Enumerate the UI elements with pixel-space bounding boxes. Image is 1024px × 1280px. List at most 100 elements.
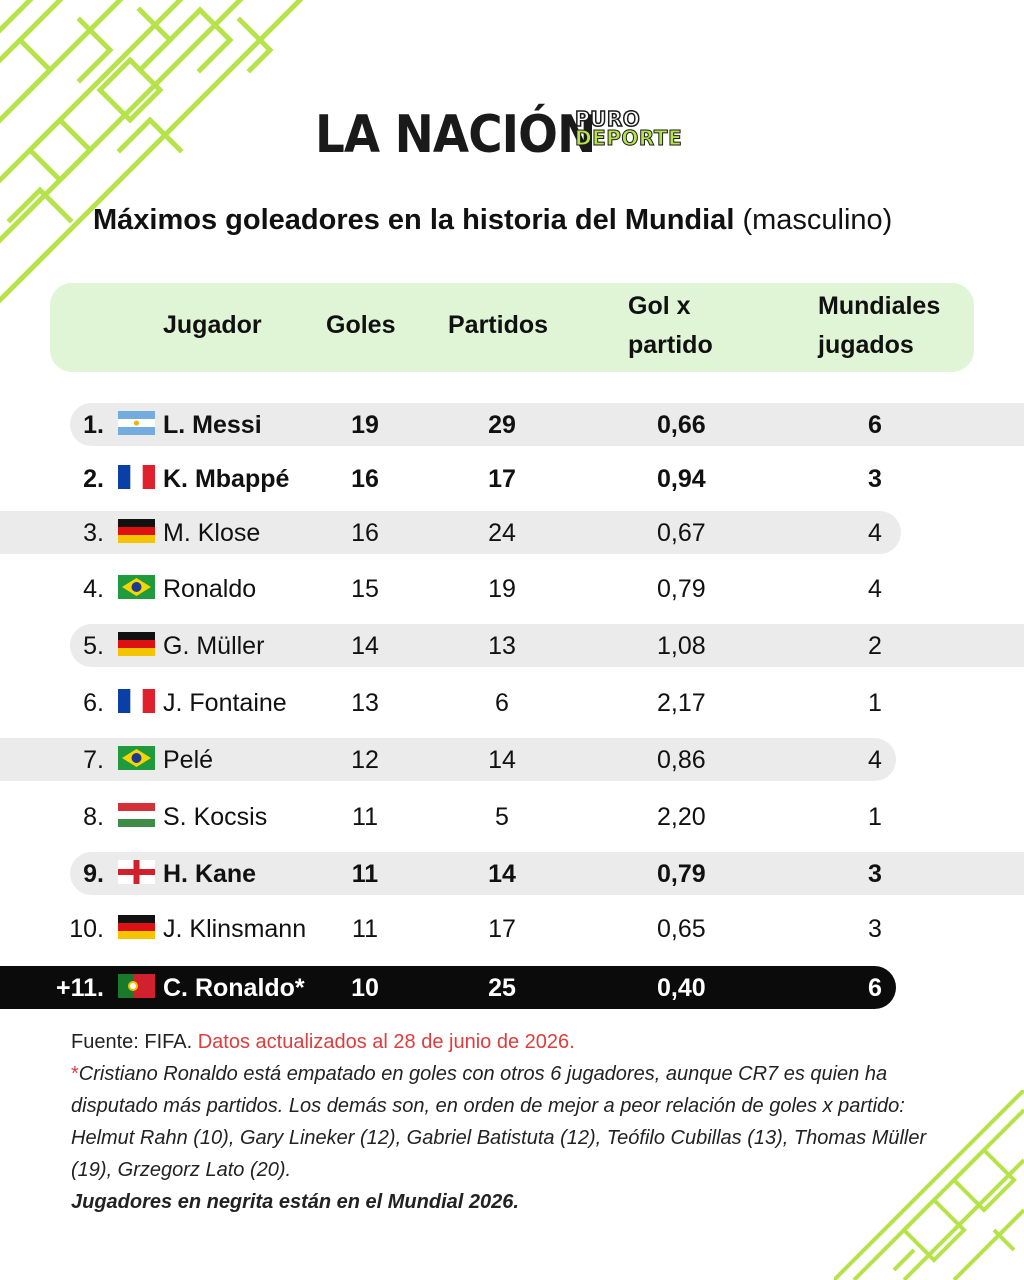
rank-number: 9. bbox=[83, 860, 104, 888]
goals-value: 14 bbox=[351, 632, 379, 660]
column-header-goals: Goles bbox=[326, 311, 396, 339]
world-cups-value: 4 bbox=[868, 746, 882, 774]
matches-value: 29 bbox=[488, 411, 516, 439]
rank-number: 2. bbox=[83, 465, 104, 493]
world-cups-value: 4 bbox=[868, 575, 882, 603]
rank-number: +11. bbox=[56, 974, 104, 1002]
column-header-cups-line2: jugados bbox=[818, 331, 914, 359]
row-background bbox=[70, 852, 1024, 895]
matches-value: 13 bbox=[488, 632, 516, 660]
ratio-value: 2,20 bbox=[657, 803, 706, 831]
player-name: L. Messi bbox=[163, 411, 262, 439]
rank-number: 6. bbox=[83, 689, 104, 717]
goals-value: 15 bbox=[351, 575, 379, 603]
player-name: Ronaldo bbox=[163, 575, 257, 603]
germany-flag-icon bbox=[118, 632, 155, 656]
brand-logo: LA NACIÓN PURO DEPORTE bbox=[315, 100, 682, 170]
matches-value: 17 bbox=[488, 465, 516, 493]
decorative-pattern-bottom-right bbox=[834, 1090, 1024, 1280]
ratio-value: 0,86 bbox=[657, 746, 706, 774]
row-background bbox=[70, 624, 1024, 667]
world-cups-value: 6 bbox=[868, 411, 882, 439]
player-name: C. Ronaldo* bbox=[163, 974, 305, 1002]
player-name: J. Klinsmann bbox=[163, 915, 307, 943]
footer-notes: Fuente: FIFA. Datos actualizados al 28 d… bbox=[71, 1026, 971, 1218]
bold-players-note: Jugadores en negrita están en el Mundial… bbox=[71, 1191, 519, 1213]
hungary-flag-icon bbox=[118, 803, 155, 827]
brand-sub-top: PURO bbox=[574, 107, 641, 131]
england-flag-icon bbox=[118, 860, 155, 884]
player-name: K. Mbappé bbox=[163, 465, 290, 493]
player-name: S. Kocsis bbox=[163, 803, 268, 831]
brand-sub-logo: PURO DEPORTE bbox=[574, 107, 683, 150]
rank-number: 3. bbox=[83, 519, 104, 547]
matches-value: 19 bbox=[488, 575, 516, 603]
ratio-value: 2,17 bbox=[657, 689, 706, 717]
page-title: Máximos goleadores en la historia del Mu… bbox=[93, 200, 953, 240]
world-cups-value: 3 bbox=[868, 860, 882, 888]
germany-flag-icon bbox=[118, 915, 155, 939]
title-sub: (masculino) bbox=[742, 204, 893, 236]
player-name: J. Fontaine bbox=[163, 689, 287, 717]
world-cups-value: 3 bbox=[868, 915, 882, 943]
brand-sub-bottom: DEPORTE bbox=[574, 126, 683, 150]
rank-number: 5. bbox=[83, 632, 104, 660]
matches-value: 5 bbox=[495, 803, 509, 831]
world-cups-value: 1 bbox=[868, 689, 882, 717]
updated-date: Datos actualizados al 28 de junio de 202… bbox=[197, 1031, 575, 1053]
goals-value: 16 bbox=[351, 519, 379, 547]
ratio-value: 0,79 bbox=[657, 860, 706, 888]
ratio-value: 0,67 bbox=[657, 519, 706, 547]
source-line: Fuente: FIFA. Datos actualizados al 28 d… bbox=[71, 1026, 971, 1058]
matches-value: 25 bbox=[488, 974, 516, 1002]
france-flag-icon bbox=[118, 465, 155, 489]
world-cups-value: 4 bbox=[868, 519, 882, 547]
matches-value: 6 bbox=[495, 689, 509, 717]
goals-value: 11 bbox=[352, 915, 378, 943]
goals-value: 11 bbox=[352, 803, 378, 831]
goals-value: 12 bbox=[351, 746, 379, 774]
player-name: G. Müller bbox=[163, 632, 265, 660]
rank-number: 10. bbox=[69, 915, 104, 943]
footnote-star: * bbox=[71, 1063, 79, 1085]
matches-value: 14 bbox=[488, 860, 516, 888]
matches-value: 24 bbox=[488, 519, 516, 547]
rank-number: 8. bbox=[83, 803, 104, 831]
ratio-value: 1,08 bbox=[657, 632, 706, 660]
brazil-flag-icon bbox=[118, 575, 155, 599]
matches-value: 17 bbox=[488, 915, 516, 943]
world-cups-value: 3 bbox=[868, 465, 882, 493]
portugal-flag-icon bbox=[118, 974, 155, 998]
france-flag-icon bbox=[118, 689, 155, 713]
matches-value: 14 bbox=[488, 746, 516, 774]
brazil-flag-icon bbox=[118, 746, 155, 770]
column-header-matches: Partidos bbox=[448, 311, 549, 339]
argentina-flag-icon bbox=[118, 411, 155, 435]
row-background bbox=[70, 403, 1024, 446]
goals-value: 19 bbox=[351, 411, 379, 439]
player-name: M. Klose bbox=[163, 519, 261, 547]
world-cups-value: 6 bbox=[868, 974, 882, 1002]
footnote: *Cristiano Ronaldo está empatado en gole… bbox=[71, 1058, 971, 1186]
footnote-text: Cristiano Ronaldo está empatado en goles… bbox=[71, 1063, 927, 1181]
goals-value: 13 bbox=[351, 689, 379, 717]
world-cups-value: 2 bbox=[868, 632, 882, 660]
player-name: Pelé bbox=[163, 746, 214, 774]
column-header-cups-line1: Mundiales bbox=[818, 292, 941, 320]
decorative-pattern-top-left bbox=[0, 0, 304, 304]
ratio-value: 0,66 bbox=[657, 411, 706, 439]
table-header: Jugador Goles Partidos Gol x partido Mun… bbox=[50, 283, 974, 372]
goals-value: 10 bbox=[351, 974, 379, 1002]
ratio-value: 0,79 bbox=[657, 575, 706, 603]
rank-number: 4. bbox=[83, 575, 104, 603]
world-cups-value: 1 bbox=[868, 803, 882, 831]
ratio-value: 0,94 bbox=[657, 465, 706, 493]
brand-name: LA NACIÓN bbox=[315, 105, 596, 165]
goals-value: 11 bbox=[351, 860, 379, 888]
rank-number: 1. bbox=[83, 411, 104, 439]
player-name: H. Kane bbox=[163, 860, 257, 888]
rank-number: 7. bbox=[83, 746, 104, 774]
source-label: Fuente: FIFA. bbox=[71, 1031, 193, 1053]
ratio-value: 0,65 bbox=[657, 915, 706, 943]
title-main: Máximos goleadores en la historia del Mu… bbox=[93, 204, 735, 236]
